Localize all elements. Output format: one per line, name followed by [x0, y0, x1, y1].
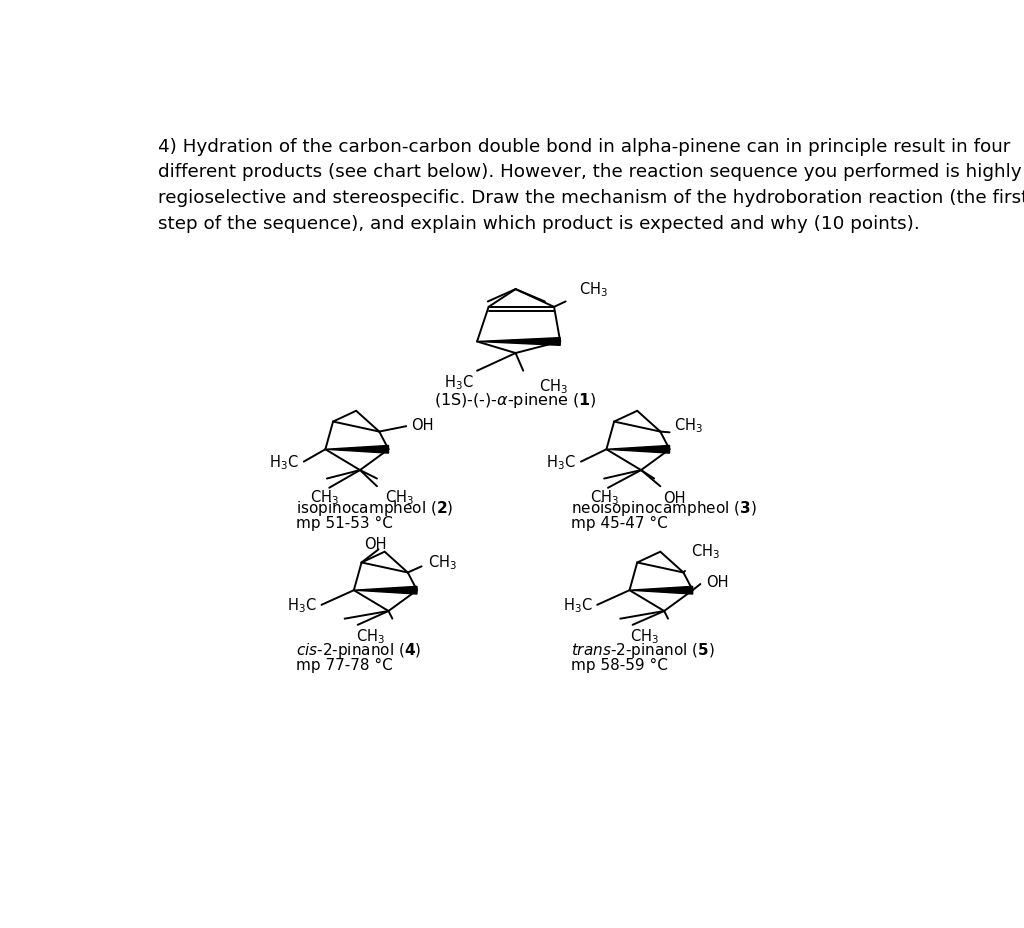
Text: (1S)-(-)-$\alpha$-pinene ($\mathbf{1}$): (1S)-(-)-$\alpha$-pinene ($\mathbf{1}$) — [434, 391, 597, 409]
Text: H$_3$C: H$_3$C — [269, 453, 298, 471]
Text: CH$_3$: CH$_3$ — [356, 626, 385, 645]
Text: CH$_3$: CH$_3$ — [579, 280, 607, 299]
Text: H$_3$C: H$_3$C — [546, 453, 575, 471]
Polygon shape — [354, 586, 417, 595]
Polygon shape — [606, 446, 670, 454]
Polygon shape — [630, 586, 692, 595]
Text: neoisopinocampheol ($\mathbf{3}$): neoisopinocampheol ($\mathbf{3}$) — [571, 498, 757, 517]
Text: mp 45-47 °C: mp 45-47 °C — [571, 515, 668, 531]
Text: mp 58-59 °C: mp 58-59 °C — [571, 658, 668, 673]
Text: CH$_3$: CH$_3$ — [691, 542, 720, 561]
Text: $\it{cis}$-2-pinanol ($\mathbf{4}$): $\it{cis}$-2-pinanol ($\mathbf{4}$) — [296, 640, 422, 659]
Text: OH: OH — [664, 490, 686, 505]
Polygon shape — [326, 446, 388, 454]
Text: isopinocampheol ($\mathbf{2}$): isopinocampheol ($\mathbf{2}$) — [296, 498, 454, 517]
Text: H$_3$C: H$_3$C — [443, 373, 473, 392]
Text: CH$_3$: CH$_3$ — [631, 626, 659, 645]
Text: CH$_3$: CH$_3$ — [385, 488, 414, 507]
Text: mp 77-78 °C: mp 77-78 °C — [296, 658, 393, 673]
Text: CH$_3$: CH$_3$ — [590, 488, 618, 507]
Text: H$_3$C: H$_3$C — [288, 596, 316, 614]
Text: CH$_3$: CH$_3$ — [539, 378, 567, 396]
Text: $\it{trans}$-2-pinanol ($\mathbf{5}$): $\it{trans}$-2-pinanol ($\mathbf{5}$) — [571, 640, 715, 659]
Polygon shape — [477, 339, 560, 346]
Text: CH$_3$: CH$_3$ — [428, 553, 457, 572]
Text: CH$_3$: CH$_3$ — [310, 488, 339, 507]
Text: CH$_3$: CH$_3$ — [674, 416, 703, 434]
Text: OH: OH — [707, 574, 729, 589]
Text: 4) Hydration of the carbon-carbon double bond in alpha-pinene can in principle r: 4) Hydration of the carbon-carbon double… — [158, 137, 1024, 233]
Text: mp 51-53 °C: mp 51-53 °C — [296, 515, 393, 531]
Text: OH: OH — [365, 536, 387, 551]
Text: OH: OH — [412, 418, 434, 432]
Text: H$_3$C: H$_3$C — [563, 596, 593, 614]
